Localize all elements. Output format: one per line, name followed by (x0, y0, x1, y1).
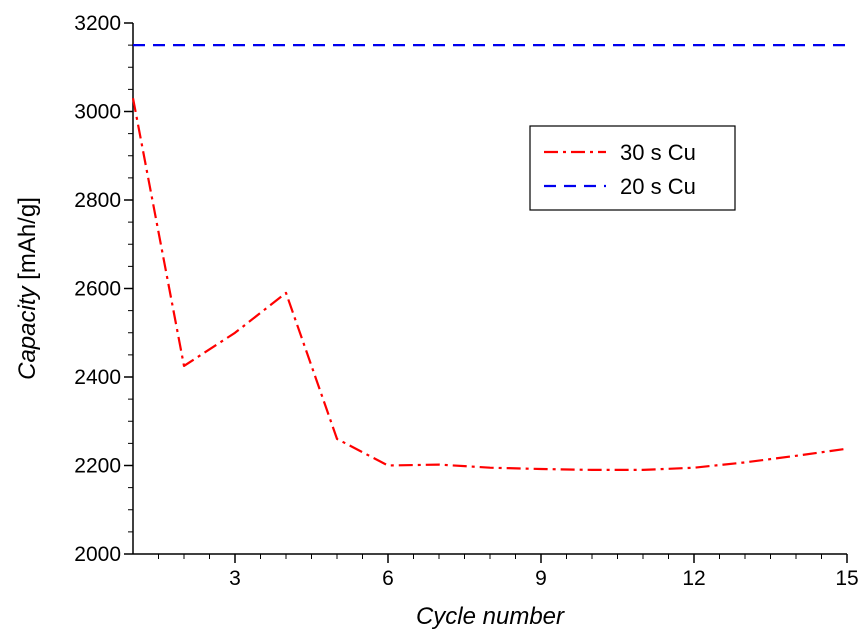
y-tick-label: 2800 (74, 189, 121, 212)
y-tick-label: 2600 (74, 278, 121, 301)
x-tick-label: 12 (682, 567, 705, 590)
x-axis-title: Cycle number (416, 603, 565, 630)
y-tick-label: 2400 (74, 366, 121, 389)
x-tick-label: 15 (835, 567, 858, 590)
legend-label-0: 30 s Cu (620, 140, 696, 165)
y-tick-label: 3200 (74, 12, 121, 35)
y-tick-label: 3000 (74, 101, 121, 124)
x-tick-label: 6 (382, 567, 394, 590)
x-tick-label: 9 (535, 567, 547, 590)
y-axis-title-unit: [mAh/g] (14, 197, 41, 286)
legend: 30 s Cu 20 s Cu (529, 125, 736, 211)
series-line-0 (131, 97, 848, 471)
plot-lines (131, 43, 848, 471)
axes: 2000 2200 2400 2600 2800 3000 3200 3 6 9 12 15 Cycle… (14, 12, 859, 630)
legend-box (529, 125, 736, 211)
legend-label-1: 20 s Cu (620, 174, 696, 199)
y-tick-label: 2200 (74, 455, 121, 478)
x-tick-label: 3 (229, 567, 241, 590)
y-axis-title-italic: Capacity (14, 285, 41, 380)
y-axis-title: Capacity [mAh/g] (14, 197, 41, 380)
y-tick-label: 2000 (74, 543, 121, 566)
